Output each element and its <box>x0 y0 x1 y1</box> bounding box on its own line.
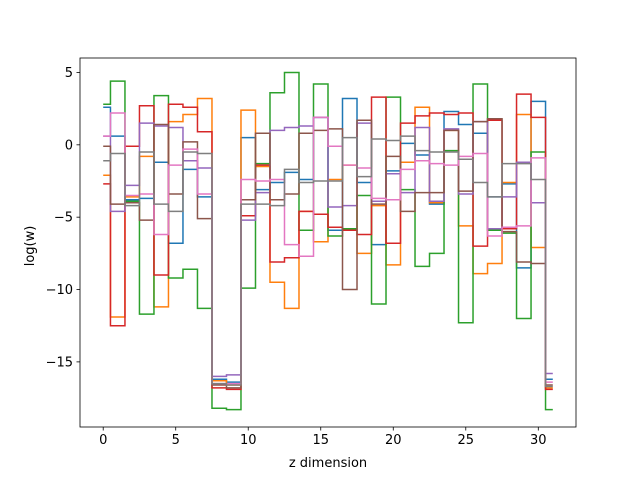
x-tick-label: 0 <box>99 433 107 448</box>
x-tick-label: 25 <box>458 433 475 448</box>
x-tick-label: 5 <box>172 433 180 448</box>
series-layer <box>103 71 553 411</box>
series-line-8 <box>103 135 553 388</box>
x-tick-label: 15 <box>312 433 329 448</box>
x-tick-label: 10 <box>240 433 257 448</box>
series-line-7 <box>103 112 553 385</box>
axes-layer: 0 5 10 15 20 25 30 5 0 −5 −10 −15 <box>46 57 577 448</box>
x-axis-label: z dimension <box>289 456 367 471</box>
y-tick-label: −10 <box>46 283 73 298</box>
y-tick-label: 5 <box>65 66 73 81</box>
y-tick-label: 0 <box>65 138 73 153</box>
y-tick-label: −15 <box>46 355 73 370</box>
y-tick-label: −5 <box>54 211 73 226</box>
x-tick-label: 20 <box>385 433 402 448</box>
series-line-4 <box>103 93 553 391</box>
plot-frame <box>79 57 577 428</box>
y-axis-label: log(w) <box>23 226 38 267</box>
x-tick-label: 30 <box>530 433 547 448</box>
